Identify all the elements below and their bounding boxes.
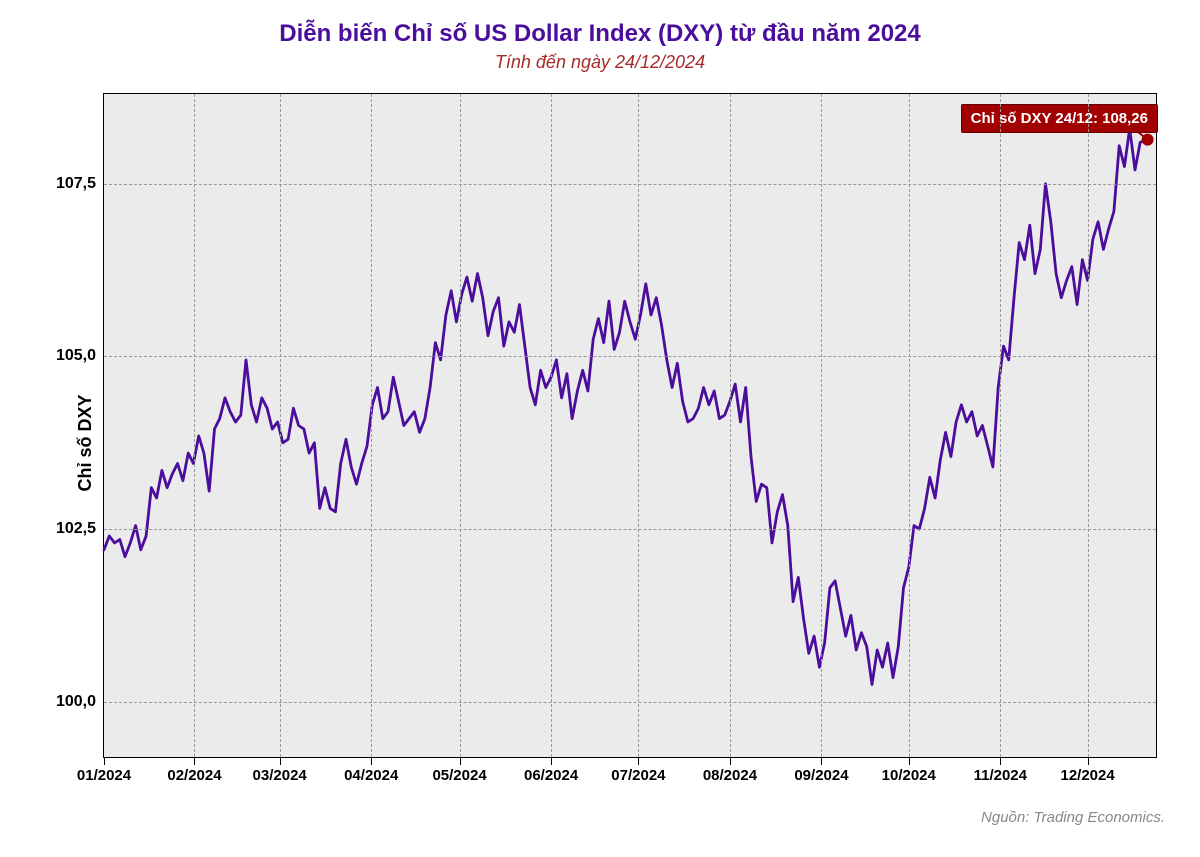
ytick-label: 105,0 (56, 347, 96, 365)
xtick-label: 02/2024 (167, 767, 221, 784)
grid-v (194, 94, 195, 757)
plot-area: Chỉ số DXY 24/12: 108,26 100,0102,5105,0… (103, 93, 1157, 758)
grid-v (730, 94, 731, 757)
annotation-point (1142, 134, 1154, 146)
xtick (194, 757, 195, 765)
grid-h (104, 184, 1156, 185)
xtick-label: 10/2024 (882, 767, 936, 784)
xtick (909, 757, 910, 765)
xtick-label: 01/2024 (77, 767, 131, 784)
ytick-label: 107,5 (56, 175, 96, 193)
source-text: Nguồn: Trading Economics. (25, 809, 1175, 826)
xtick-label: 06/2024 (524, 767, 578, 784)
xtick (638, 757, 639, 765)
grid-v (1000, 94, 1001, 757)
grid-v (821, 94, 822, 757)
grid-h (104, 702, 1156, 703)
chart-wrap: Chỉ số DXY Chỉ số DXY 24/12: 108,26 100,… (25, 83, 1175, 803)
line-svg (104, 94, 1156, 757)
ytick-label: 100,0 (56, 693, 96, 711)
grid-v (551, 94, 552, 757)
xtick (730, 757, 731, 765)
xtick (821, 757, 822, 765)
annotation-box: Chỉ số DXY 24/12: 108,26 (961, 104, 1158, 133)
xtick-label: 08/2024 (703, 767, 757, 784)
xtick-label: 04/2024 (344, 767, 398, 784)
line-series (104, 129, 1148, 685)
xtick (104, 757, 105, 765)
chart-subtitle: Tính đến ngày 24/12/2024 (25, 52, 1175, 73)
xtick-label: 11/2024 (974, 767, 1027, 784)
grid-v (371, 94, 372, 757)
grid-v (460, 94, 461, 757)
xtick-label: 07/2024 (611, 767, 665, 784)
grid-h (104, 356, 1156, 357)
grid-h (104, 529, 1156, 530)
grid-v (1088, 94, 1089, 757)
xtick (1088, 757, 1089, 765)
xtick (551, 757, 552, 765)
xtick (1000, 757, 1001, 765)
y-axis-label: Chỉ số DXY (75, 394, 96, 491)
xtick (460, 757, 461, 765)
annotation-text: Chỉ số DXY 24/12: 108,26 (971, 110, 1148, 127)
xtick (280, 757, 281, 765)
chart-container: Diễn biến Chỉ số US Dollar Index (DXY) t… (0, 0, 1200, 857)
ytick-label: 102,5 (56, 520, 96, 538)
xtick (371, 757, 372, 765)
grid-v (909, 94, 910, 757)
xtick-label: 05/2024 (432, 767, 486, 784)
xtick-label: 09/2024 (794, 767, 848, 784)
grid-v (638, 94, 639, 757)
xtick-label: 03/2024 (253, 767, 307, 784)
chart-title: Diễn biến Chỉ số US Dollar Index (DXY) t… (25, 20, 1175, 48)
xtick-label: 12/2024 (1060, 767, 1114, 784)
grid-v (280, 94, 281, 757)
